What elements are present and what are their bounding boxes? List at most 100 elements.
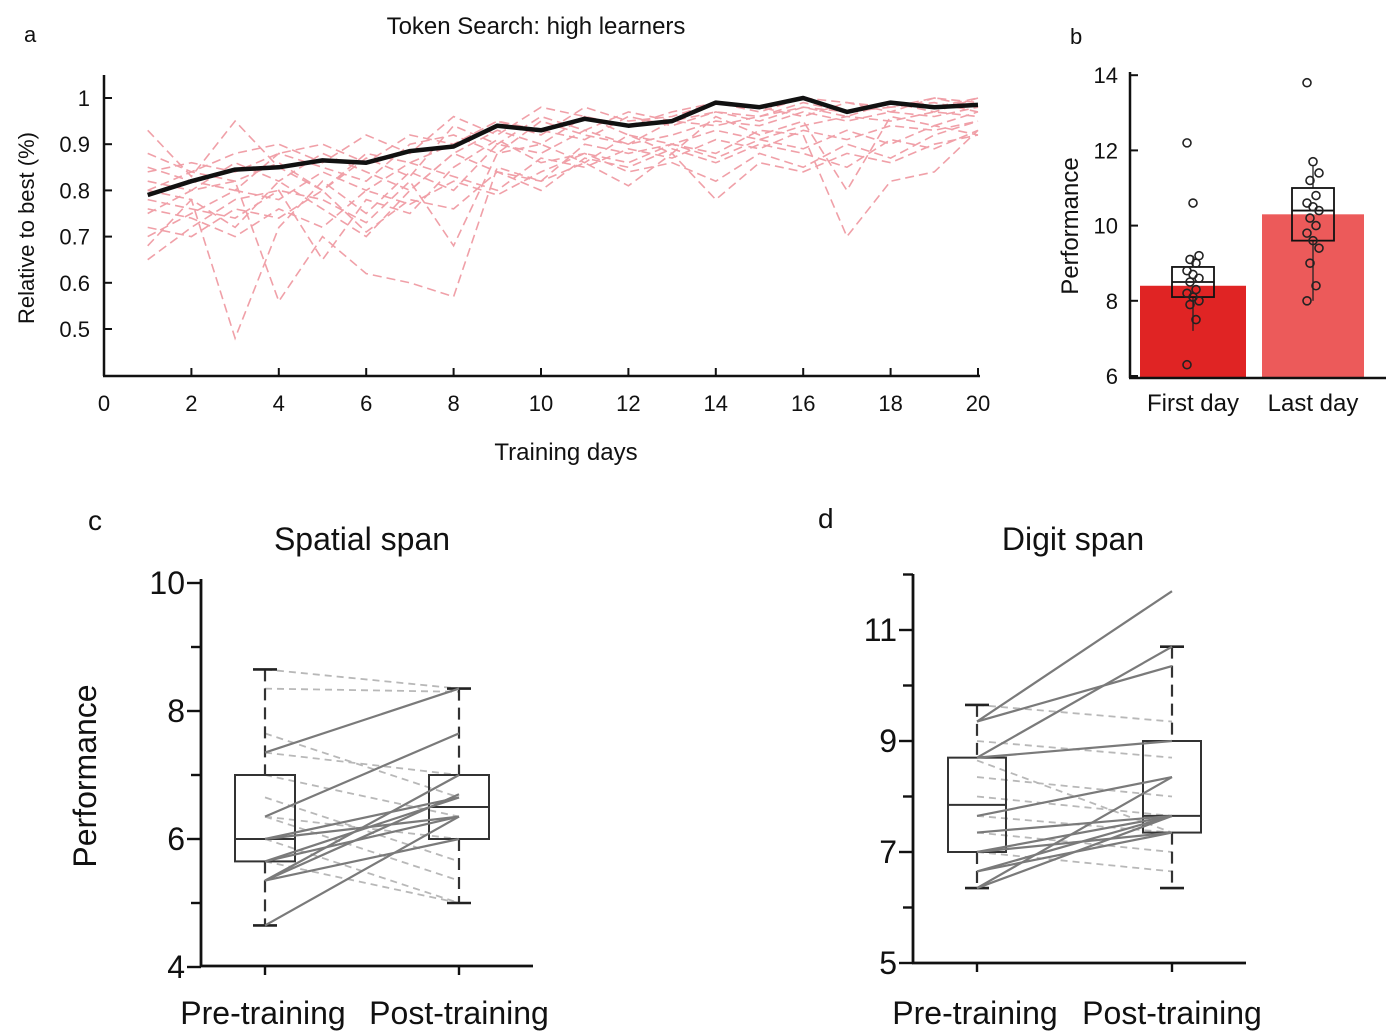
x-category-label-1: Last day bbox=[1268, 390, 1359, 417]
decrease-line-8 bbox=[976, 759, 1173, 834]
x-tick-label-8: 8 bbox=[447, 391, 459, 416]
individual-line-1 bbox=[147, 97, 979, 192]
panel-b-ylabel: Performance bbox=[1057, 157, 1084, 294]
x-tick-label-2: 2 bbox=[185, 391, 197, 416]
individual-line-13 bbox=[147, 129, 979, 247]
x-category-label-post: Post-training bbox=[1082, 995, 1262, 1031]
panel-c-ylabel: Performance bbox=[67, 684, 103, 867]
y-tick-label-0.9: 0.9 bbox=[59, 132, 90, 157]
data-point bbox=[1305, 258, 1315, 269]
increase-line-8 bbox=[264, 815, 460, 927]
increase-line-9 bbox=[976, 776, 1173, 890]
data-point bbox=[1314, 243, 1324, 253]
increase-line-2 bbox=[264, 732, 460, 818]
data-point bbox=[1191, 258, 1201, 269]
increase-line-10 bbox=[976, 814, 1173, 873]
panel-a-title: Token Search: high learners bbox=[387, 13, 686, 40]
y-tick-label-9: 9 bbox=[879, 723, 897, 759]
panel-b-chart: Performance 6 8 10 12 14 First day Last day bbox=[1057, 63, 1386, 417]
increase-line-1 bbox=[264, 687, 460, 754]
data-point bbox=[1314, 205, 1324, 216]
increase-line-6 bbox=[264, 837, 460, 882]
panel-a-ylabel: Relative to best (%) bbox=[14, 132, 39, 324]
data-point bbox=[1311, 220, 1321, 231]
data-point bbox=[1302, 77, 1312, 88]
mean-line bbox=[147, 95, 979, 198]
box-1 bbox=[1291, 187, 1335, 242]
data-point bbox=[1194, 295, 1204, 306]
x-tick-label-20: 20 bbox=[966, 391, 990, 416]
y-tick-label-6: 6 bbox=[167, 821, 185, 857]
data-point bbox=[1188, 198, 1198, 208]
individual-line-12 bbox=[147, 124, 979, 238]
y-tick-label-6: 6 bbox=[1106, 364, 1118, 389]
increase-line-10 bbox=[264, 796, 460, 863]
data-point bbox=[1191, 314, 1201, 325]
panel-label-d: d bbox=[818, 503, 834, 534]
data-point bbox=[1185, 299, 1195, 310]
increase-line-9 bbox=[264, 815, 460, 841]
panel-c-title: Spatial span bbox=[274, 521, 450, 557]
increase-line-4 bbox=[264, 815, 460, 863]
individual-line-11 bbox=[147, 97, 979, 192]
panel-a-xlabel: Training days bbox=[494, 439, 637, 466]
increase-line-2 bbox=[976, 645, 1173, 759]
y-tick-label-12: 12 bbox=[1094, 138, 1118, 163]
y-tick-label-0.8: 0.8 bbox=[59, 178, 90, 203]
y-tick-label-1: 1 bbox=[78, 86, 90, 111]
x-category-label-0: First day bbox=[1147, 390, 1239, 417]
individual-line-2 bbox=[147, 106, 979, 341]
x-tick-label-12: 12 bbox=[616, 391, 640, 416]
y-tick-label-0.6: 0.6 bbox=[59, 271, 90, 296]
y-tick-label-7: 7 bbox=[879, 834, 897, 870]
y-tick-label-8: 8 bbox=[1106, 289, 1118, 314]
data-point bbox=[1182, 359, 1192, 370]
x-tick-label-4: 4 bbox=[273, 391, 285, 416]
decrease-line-2 bbox=[264, 687, 460, 693]
increase-line-11 bbox=[976, 831, 1173, 854]
increase-line-3 bbox=[976, 665, 1173, 723]
panel-d-title: Digit span bbox=[1002, 521, 1144, 557]
x-tick-label-18: 18 bbox=[878, 391, 902, 416]
x-category-label-pre: Pre-training bbox=[180, 995, 345, 1031]
y-tick-label-0.5: 0.5 bbox=[59, 317, 90, 342]
y-tick-label-8: 8 bbox=[167, 693, 185, 729]
y-tick-label-11: 11 bbox=[864, 612, 897, 648]
decrease-line-1 bbox=[976, 704, 1173, 723]
x-tick-label-0: 0 bbox=[98, 391, 110, 416]
data-point bbox=[1305, 213, 1315, 223]
x-tick-label-10: 10 bbox=[529, 391, 553, 416]
y-tick-label-14: 14 bbox=[1094, 63, 1118, 88]
decrease-line-9 bbox=[264, 860, 460, 904]
data-point bbox=[1305, 175, 1315, 186]
increase-line-7 bbox=[976, 814, 1173, 854]
panel-a-chart: Token Search: high learners Training day… bbox=[14, 13, 990, 466]
panel-label-c: c bbox=[88, 505, 102, 536]
x-category-label-pre: Pre-training bbox=[892, 995, 1057, 1031]
panel-d-chart: Digit span 5 7 9 11 Pre-training Post-trainin… bbox=[864, 521, 1262, 1031]
decrease-line-7 bbox=[264, 815, 460, 882]
data-point bbox=[1182, 138, 1192, 148]
panel-c-chart: Spatial span Performance 4 6 8 10 Pre-traini… bbox=[67, 521, 549, 1031]
data-point bbox=[1308, 156, 1318, 167]
individual-line-4 bbox=[147, 129, 979, 261]
individual-line-8 bbox=[147, 120, 979, 238]
x-tick-label-14: 14 bbox=[704, 391, 728, 416]
individual-line-3 bbox=[147, 111, 979, 304]
data-point bbox=[1311, 280, 1321, 291]
individual-line-14 bbox=[147, 97, 979, 173]
data-point bbox=[1308, 235, 1318, 246]
increase-line-4 bbox=[976, 739, 1173, 759]
data-point bbox=[1185, 277, 1195, 287]
individual-line-10 bbox=[147, 134, 979, 238]
decrease-line-3 bbox=[976, 776, 1173, 798]
panel-label-b: b bbox=[1070, 24, 1082, 49]
decrease-line-3 bbox=[264, 732, 460, 799]
box-0 bbox=[234, 774, 296, 863]
data-point bbox=[1302, 295, 1312, 306]
increase-line-5 bbox=[976, 775, 1173, 818]
y-tick-label-10: 10 bbox=[1094, 214, 1118, 239]
increase-line-6 bbox=[976, 814, 1173, 834]
data-point bbox=[1314, 168, 1324, 178]
